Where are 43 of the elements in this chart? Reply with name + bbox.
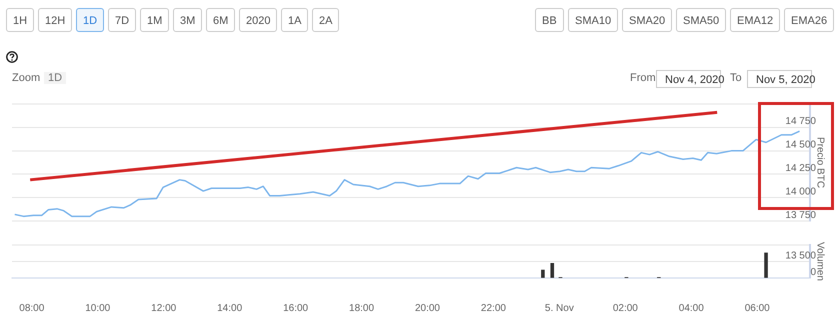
x-tick-label: 06:00: [744, 302, 770, 314]
text: 1H: [6, 8, 34, 32]
y-tick-label: 14 000: [785, 186, 816, 198]
y-tick-label: 14 250: [785, 162, 816, 174]
text: EMA12: [730, 8, 780, 32]
text: 1D: [44, 72, 66, 84]
y-tick-label: 14 750: [785, 116, 816, 128]
x-tick-label: 5. Nov: [544, 302, 574, 314]
text: SMA50: [676, 8, 726, 32]
x-tick-label: 02:00: [612, 302, 638, 314]
text: 2020: [239, 8, 278, 32]
text: Nov 5, 2020: [755, 73, 816, 88]
text: Nov 4, 2020: [664, 73, 724, 88]
y-axis-title: Volumen: [814, 242, 826, 281]
y-tick-label: 0: [810, 266, 816, 278]
text: 1D: [76, 8, 104, 32]
text: SMA10: [568, 8, 618, 32]
x-tick-label: 10:00: [85, 302, 111, 314]
text: Zoom: [12, 72, 40, 84]
text: 2A: [312, 8, 340, 32]
x-tick-label: 08:00: [19, 302, 45, 314]
text: From: [630, 72, 656, 84]
y-axis-title: Precio BTC: [814, 136, 826, 188]
x-tick-label: 18:00: [349, 302, 374, 314]
x-tick-label: 04:00: [678, 302, 704, 314]
text: 3M: [173, 8, 202, 32]
x-tick-label: 14:00: [217, 302, 243, 314]
text: EMA26: [784, 8, 834, 32]
x-tick-label: 20:00: [414, 302, 440, 314]
x-tick-label: 22:00: [480, 302, 506, 314]
y-tick-label: 13 500: [785, 250, 816, 262]
x-tick-label: 12:00: [151, 302, 177, 314]
text: 12H: [38, 8, 72, 32]
text: BB: [535, 8, 564, 32]
y-tick-label: 13 750: [785, 210, 816, 221]
text: 1A: [281, 8, 308, 32]
text: 6M: [206, 8, 236, 32]
x-tick-label: 16:00: [283, 302, 309, 314]
text: 1M: [140, 8, 170, 32]
text: SMA20: [622, 8, 672, 32]
y-tick-label: 14 500: [785, 140, 816, 151]
text: 7D: [108, 8, 136, 32]
text: To: [730, 72, 742, 84]
